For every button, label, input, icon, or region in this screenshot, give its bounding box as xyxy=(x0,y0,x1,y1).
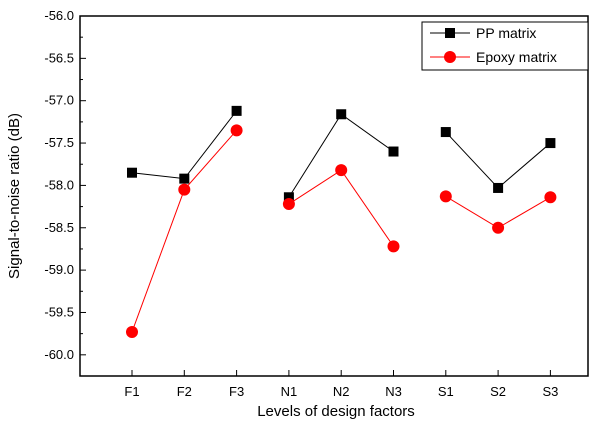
legend-entry-pp: PP matrix xyxy=(430,25,536,41)
data-point xyxy=(388,146,399,157)
y-axis-title: Signal-to-noise ratio (dB) xyxy=(6,113,23,279)
legend-label-pp: PP matrix xyxy=(476,25,536,41)
plot-frame xyxy=(79,15,589,377)
series-line xyxy=(288,113,394,198)
x-tick-label: F2 xyxy=(177,384,192,399)
data-point xyxy=(282,198,295,211)
plot-area xyxy=(79,15,589,377)
y-axis: -56.0 -56.5 -57.0 -57.5 -58.0 -58.5 -59.0 -59.5… xyxy=(44,8,86,362)
legend-label-epoxy: Epoxy matrix xyxy=(476,49,557,65)
y-tick-label: -57.0 xyxy=(44,93,74,108)
x-tick-label: S2 xyxy=(490,384,506,399)
x-axis: F1 F2 F3 N1 N2 N3 S1 S2 S3 xyxy=(124,370,558,399)
x-tick-label: N1 xyxy=(281,384,298,399)
y-tick-label: -58.5 xyxy=(44,220,74,235)
data-point xyxy=(545,138,556,149)
data-point xyxy=(230,124,243,137)
x-tick-label: N2 xyxy=(333,384,350,399)
series-line xyxy=(288,169,394,247)
data-point xyxy=(126,325,138,338)
y-tick-label: -56.0 xyxy=(44,8,74,23)
x-tick-label: S1 xyxy=(438,384,454,399)
data-point xyxy=(439,190,452,203)
data-point xyxy=(493,182,504,193)
data-point xyxy=(336,109,347,120)
y-tick-label: -57.5 xyxy=(44,135,74,150)
data-point xyxy=(440,127,451,138)
y-tick-label: -59.5 xyxy=(44,304,74,319)
series-line xyxy=(131,130,237,333)
data-point xyxy=(179,173,190,184)
x-tick-label: F1 xyxy=(124,384,139,399)
data-point xyxy=(231,105,242,116)
x-axis-title: Levels of design factors xyxy=(257,403,415,420)
x-tick-label: S3 xyxy=(542,384,558,399)
y-tick-label: -59.0 xyxy=(44,262,74,277)
y-tick-label: -58.0 xyxy=(44,177,74,192)
data-point xyxy=(492,221,505,234)
data-point xyxy=(178,183,191,196)
series-pp xyxy=(127,105,556,203)
x-tick-label: F3 xyxy=(229,384,244,399)
legend-marker-pp xyxy=(445,28,455,38)
data-point xyxy=(335,164,348,177)
legend: PP matrix Epoxy matrix xyxy=(421,21,589,71)
series-line xyxy=(445,131,551,189)
series-layer xyxy=(126,105,557,338)
data-point xyxy=(387,240,400,253)
series-line xyxy=(131,110,237,180)
legend-entry-epoxy: Epoxy matrix xyxy=(430,49,557,65)
data-point xyxy=(283,192,294,203)
x-tick-label: N3 xyxy=(385,384,402,399)
legend-marker-epoxy xyxy=(444,51,456,63)
y-tick-label: -60.0 xyxy=(44,347,74,362)
y-tick-label: -56.5 xyxy=(44,50,74,65)
series-epoxy xyxy=(126,124,557,338)
data-point xyxy=(544,191,557,204)
data-point xyxy=(127,167,137,178)
